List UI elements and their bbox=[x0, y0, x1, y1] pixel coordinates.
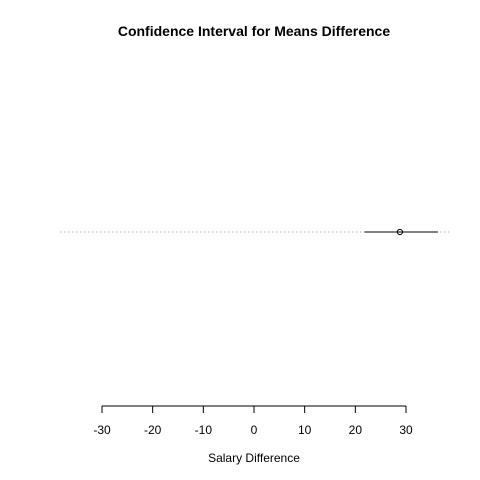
x-tick-label: -10 bbox=[195, 423, 213, 437]
x-tick-label: -30 bbox=[93, 423, 111, 437]
x-axis-label: Salary Difference bbox=[208, 451, 300, 465]
x-tick-label: 20 bbox=[349, 423, 363, 437]
x-tick-label: -20 bbox=[144, 423, 162, 437]
x-tick-label: 10 bbox=[298, 423, 312, 437]
chart-title: Confidence Interval for Means Difference bbox=[118, 23, 391, 39]
x-tick-label: 0 bbox=[251, 423, 258, 437]
x-tick-label: 30 bbox=[399, 423, 413, 437]
x-axis-ticks: -30 -20 -10 0 10 20 30 bbox=[93, 406, 413, 437]
point-estimate-marker bbox=[396, 228, 404, 236]
